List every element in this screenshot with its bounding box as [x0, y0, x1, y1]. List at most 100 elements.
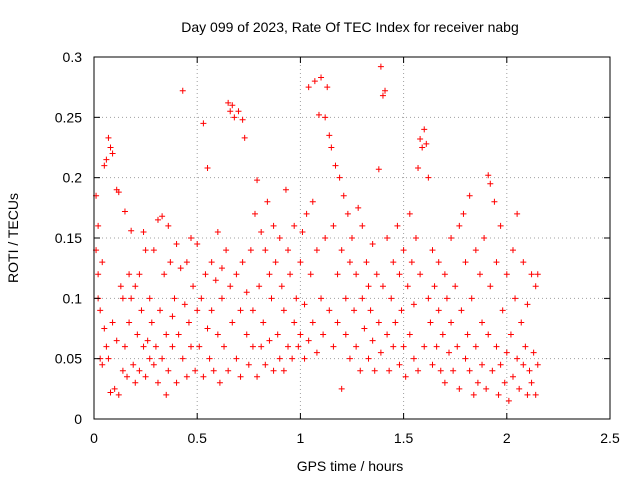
- data-point: [318, 74, 325, 81]
- data-point: [526, 367, 533, 374]
- data-point: [479, 319, 486, 326]
- data-point: [256, 283, 263, 290]
- data-point: [119, 295, 126, 302]
- x-tick-label: 0.5: [187, 430, 207, 446]
- data-point: [128, 227, 135, 234]
- data-point: [161, 271, 168, 278]
- data-point: [109, 319, 116, 326]
- data-point: [392, 319, 399, 326]
- y-axis-label: ROTI / TECUs: [5, 193, 21, 283]
- data-point: [446, 349, 453, 356]
- data-point: [417, 136, 424, 143]
- data-point: [111, 385, 118, 392]
- data-point: [105, 355, 112, 362]
- data-point: [247, 247, 254, 254]
- data-point: [121, 343, 128, 350]
- data-point: [196, 343, 203, 350]
- data-point: [280, 307, 287, 314]
- data-point: [406, 210, 413, 217]
- y-tick-label: 0.1: [63, 290, 83, 306]
- data-point: [514, 355, 521, 362]
- data-point: [353, 343, 360, 350]
- data-point: [466, 367, 473, 374]
- data-point: [415, 367, 422, 374]
- data-point: [400, 247, 407, 254]
- data-point: [307, 271, 314, 278]
- data-point: [489, 367, 496, 374]
- data-point: [216, 379, 223, 386]
- data-point: [109, 150, 116, 157]
- data-point: [208, 307, 215, 314]
- data-point: [276, 235, 283, 241]
- data-point: [520, 259, 527, 266]
- data-point: [359, 295, 366, 302]
- data-point: [528, 271, 535, 278]
- data-point: [410, 355, 417, 362]
- data-point: [324, 84, 331, 91]
- data-point: [466, 192, 473, 199]
- data-point: [169, 343, 176, 350]
- data-point: [237, 307, 244, 314]
- data-point: [126, 271, 133, 278]
- data-point: [534, 361, 541, 368]
- data-point: [516, 385, 523, 392]
- data-point: [346, 259, 353, 266]
- data-point: [121, 208, 128, 215]
- data-point: [264, 198, 271, 205]
- data-point: [417, 271, 424, 278]
- data-point: [435, 259, 442, 266]
- data-point: [491, 198, 498, 205]
- data-point: [214, 228, 221, 235]
- data-point: [202, 271, 209, 278]
- data-point: [328, 144, 335, 151]
- data-point: [338, 247, 345, 254]
- data-point: [169, 313, 176, 320]
- y-tick-label: 0.3: [63, 49, 83, 65]
- data-point: [165, 367, 172, 374]
- data-point: [218, 295, 225, 302]
- data-point: [412, 235, 419, 241]
- data-point: [462, 355, 469, 362]
- data-point: [384, 331, 391, 338]
- data-point: [225, 99, 232, 106]
- data-point: [419, 144, 426, 151]
- data-point: [126, 319, 133, 326]
- data-point: [334, 319, 341, 326]
- data-point: [185, 319, 192, 326]
- data-point: [332, 162, 339, 169]
- data-point: [295, 343, 302, 350]
- data-point: [297, 259, 304, 266]
- data-point: [379, 92, 386, 99]
- data-point: [369, 337, 376, 344]
- data-point: [150, 361, 157, 368]
- data-point: [285, 343, 292, 350]
- data-point: [476, 271, 483, 278]
- data-point: [227, 108, 234, 115]
- x-axis-label: GPS time / hours: [297, 458, 404, 474]
- y-tick-label: 0.25: [55, 109, 82, 125]
- data-point: [406, 331, 413, 338]
- data-point: [479, 361, 486, 368]
- data-point: [101, 325, 108, 332]
- data-point: [456, 385, 463, 392]
- data-point: [144, 337, 151, 344]
- data-point: [254, 177, 261, 184]
- data-point: [390, 343, 397, 350]
- data-point: [429, 247, 436, 254]
- data-point: [505, 397, 512, 404]
- data-point: [481, 235, 488, 241]
- data-point: [148, 319, 155, 326]
- data-point: [154, 379, 161, 386]
- data-point: [262, 361, 269, 368]
- data-point: [379, 283, 386, 290]
- data-point: [183, 259, 190, 266]
- data-point: [402, 373, 409, 380]
- data-point: [223, 247, 230, 254]
- data-point: [532, 391, 539, 398]
- data-point: [514, 210, 521, 217]
- data-point: [146, 355, 153, 362]
- data-point: [99, 361, 106, 368]
- data-point: [365, 355, 372, 362]
- data-point: [105, 134, 112, 141]
